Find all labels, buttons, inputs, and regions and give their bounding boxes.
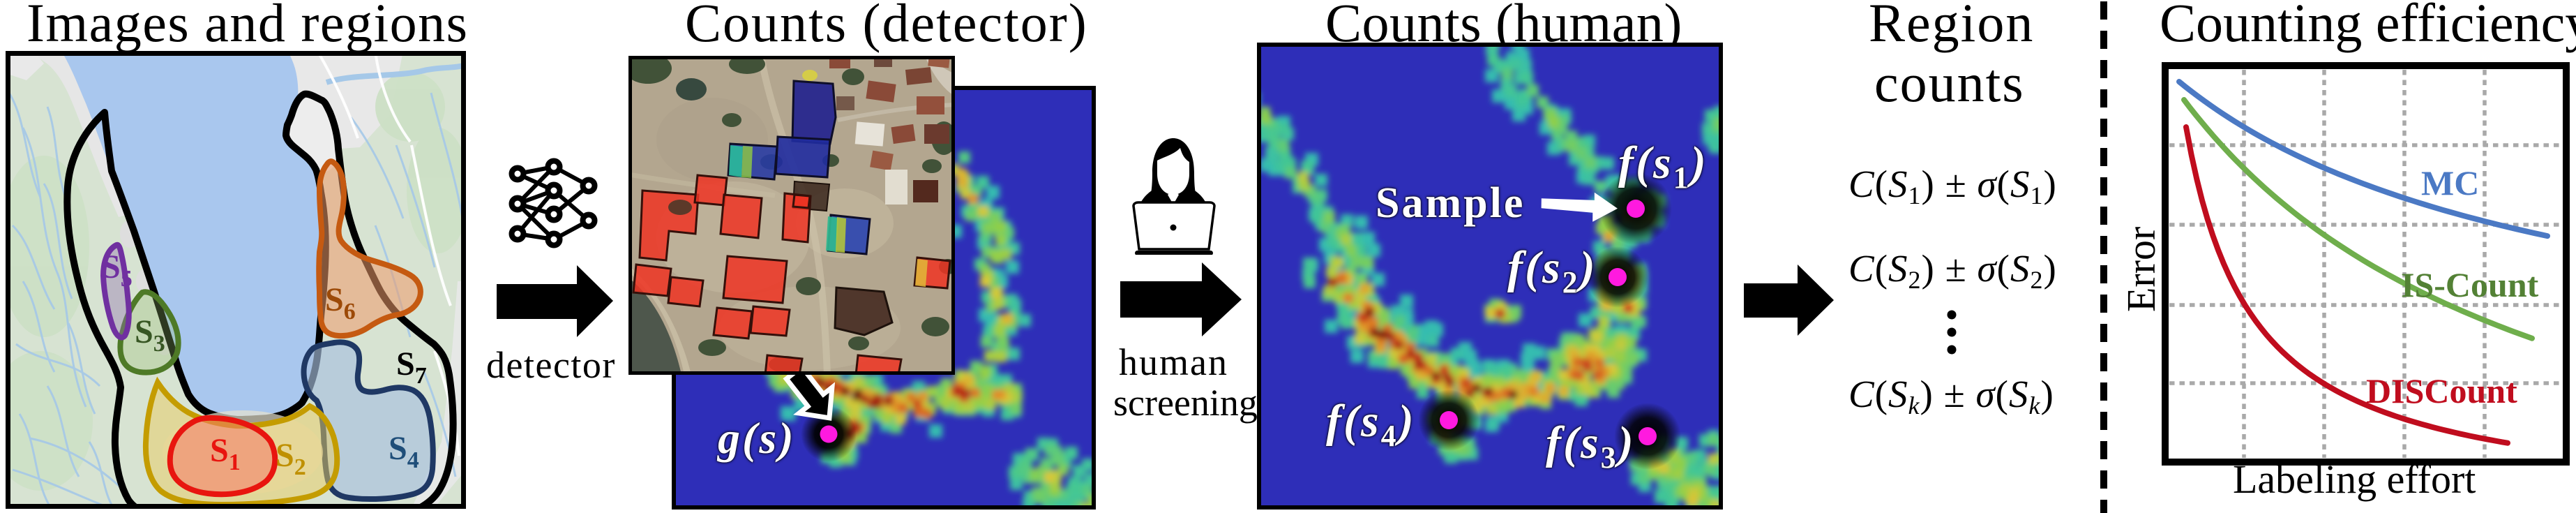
svg-text:S1: S1 bbox=[210, 432, 241, 475]
svg-text:MC: MC bbox=[2421, 163, 2479, 202]
svg-text:S7: S7 bbox=[396, 345, 427, 389]
svg-text:DISCount: DISCount bbox=[2366, 371, 2517, 410]
svg-text:IS-Count: IS-Count bbox=[2401, 265, 2539, 304]
